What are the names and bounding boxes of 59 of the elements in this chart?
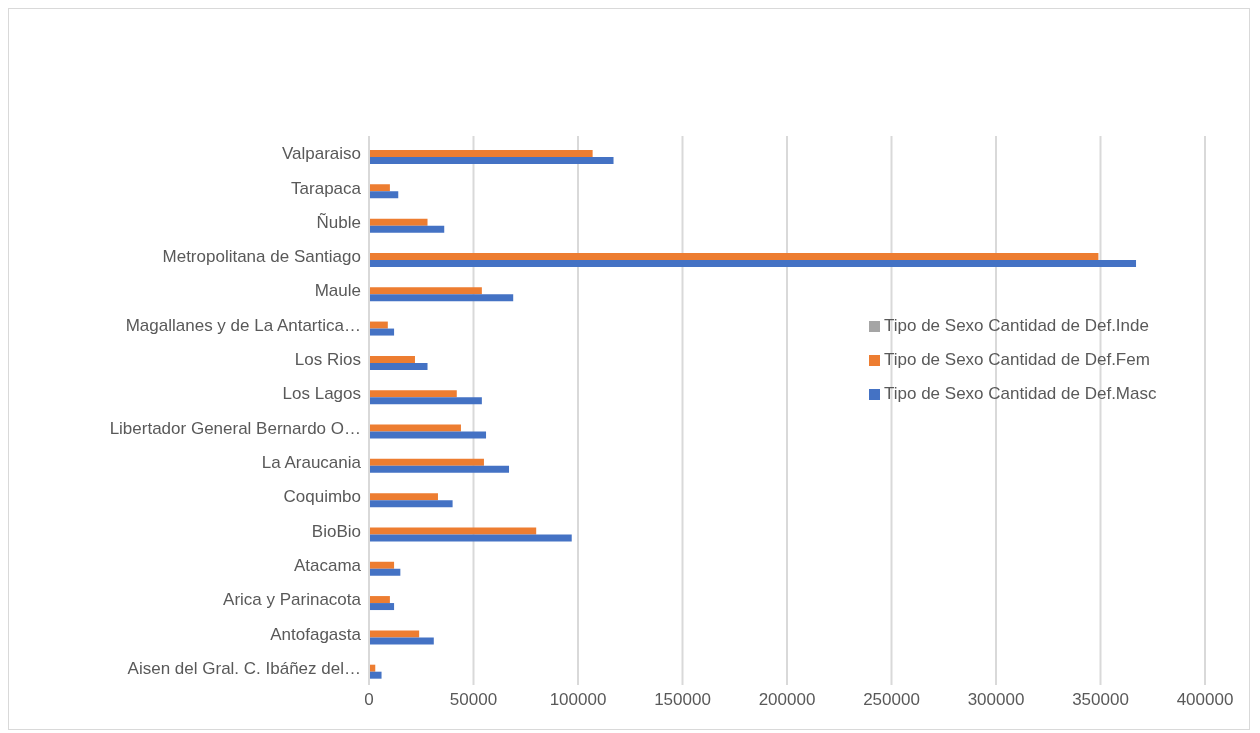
y-tick-label: Valparaiso [281, 144, 361, 164]
bar [369, 397, 482, 405]
y-tick-label: Arica y Parinacota [223, 590, 362, 610]
y-tick-label: BioBio [311, 521, 361, 541]
y-tick-label: La Araucania [261, 453, 362, 472]
y-tick-label: Aisen del Gral. C. Ibáñez del… [127, 658, 361, 678]
bar [369, 218, 428, 226]
bar [369, 630, 420, 638]
legend-label: Tipo de Sexo Cantidad de Def.Inde [884, 316, 1149, 335]
x-tick-label: 300000 [967, 690, 1025, 710]
y-tick-label: Ñuble [316, 212, 361, 232]
x-tick-label: 250000 [863, 690, 920, 710]
bar [369, 191, 399, 199]
y-tick-label: Magallanes y de La Antartica… [125, 315, 361, 335]
x-tick-label: 200000 [758, 690, 816, 710]
bar [369, 527, 537, 535]
y-tick-label: Atacama [293, 555, 362, 575]
bar [369, 390, 457, 398]
bar [369, 157, 614, 164]
y-tick-label: Los Rios [294, 350, 361, 370]
x-tick-label: 400000 [1176, 690, 1234, 710]
bar [369, 596, 390, 604]
bar [369, 561, 395, 569]
x-tick-label: 50000 [449, 690, 498, 710]
bar [369, 424, 461, 432]
x-tick-label: 100000 [549, 690, 607, 710]
bar [369, 493, 438, 501]
bar [369, 603, 395, 611]
bar [369, 637, 434, 645]
bar [369, 534, 572, 542]
bar [369, 458, 484, 466]
legend-label: Tipo de Sexo Cantidad de Def.Fem [884, 350, 1150, 369]
bar [369, 294, 514, 302]
bar [369, 252, 1099, 260]
y-tick-label: Los Lagos [282, 384, 361, 404]
y-tick-label: Coquimbo [283, 487, 361, 507]
bar [369, 431, 487, 439]
bar [369, 671, 382, 679]
bar [369, 465, 510, 473]
y-tick-label: Antofagasta [270, 624, 362, 644]
bar [369, 321, 388, 329]
legend-label: Tipo de Sexo Cantidad de Def.Masc [884, 384, 1157, 403]
x-tick-label: 150000 [654, 690, 711, 710]
bar [369, 328, 395, 336]
y-tick-label: Maule [314, 281, 361, 301]
bar [369, 362, 428, 370]
bar [369, 500, 453, 508]
y-tick-label: Metropolitana de Santiago [162, 247, 361, 267]
y-tick-label: Tarapaca [291, 178, 362, 198]
bar [369, 355, 415, 363]
bar [369, 568, 401, 576]
bar [369, 287, 482, 295]
bar [369, 150, 593, 157]
x-tick-label: 350000 [1072, 690, 1129, 710]
bar [369, 259, 1137, 267]
x-tick-label: 0 [364, 690, 374, 710]
bar [369, 184, 390, 192]
bar [369, 225, 445, 233]
y-tick-label: Libertador General Bernardo O… [109, 418, 361, 438]
